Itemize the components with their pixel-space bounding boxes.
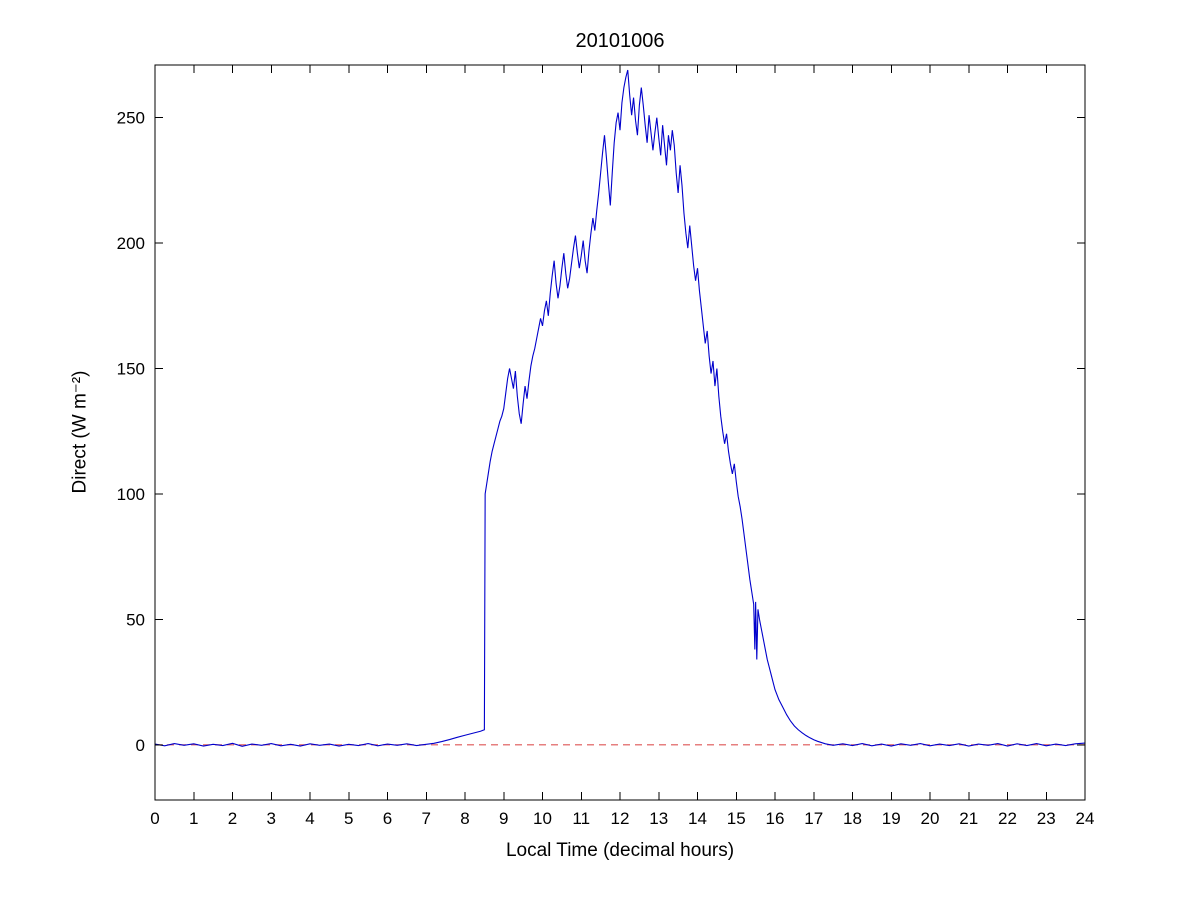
x-tick-label: 6 [383,809,392,828]
y-tick-label: 50 [126,610,145,629]
series-line-direct-irradiance [154,69,1086,747]
x-tick-label: 24 [1076,809,1095,828]
axes-box [154,64,1086,801]
y-tick-label: 250 [117,109,145,128]
y-tick-label: 100 [117,485,145,504]
x-tick-label: 13 [649,809,668,828]
x-tick-label: 1 [189,809,198,828]
x-tick-label: 22 [998,809,1017,828]
x-tick-label: 3 [267,809,276,828]
x-tick-label: 4 [305,809,314,828]
x-tick-label: 5 [344,809,353,828]
x-tick-label: 8 [460,809,469,828]
x-tick-label: 10 [533,809,552,828]
x-tick-label: 20 [921,809,940,828]
x-tick-label: 16 [766,809,785,828]
x-tick-label: 12 [611,809,630,828]
x-tick-label: 14 [688,809,707,828]
chart-title: 20101006 [575,30,665,52]
y-tick-label: 150 [117,360,145,379]
y-tick-label: 0 [136,736,145,755]
x-tick-label: 21 [959,809,978,828]
x-tick-label: 19 [882,809,901,828]
x-tick-label: 15 [727,809,746,828]
y-tick-label: 200 [117,234,145,253]
x-tick-label: 9 [499,809,508,828]
x-tick-label: 17 [804,809,823,828]
x-tick-label: 23 [1037,809,1056,828]
x-tick-label: 2 [228,809,237,828]
x-tick-label: 18 [843,809,862,828]
x-tick-label: 0 [150,809,159,828]
x-axis-label: Local Time (decimal hours) [505,840,735,861]
x-tick-label: 7 [422,809,431,828]
x-tick-label: 11 [572,809,590,828]
